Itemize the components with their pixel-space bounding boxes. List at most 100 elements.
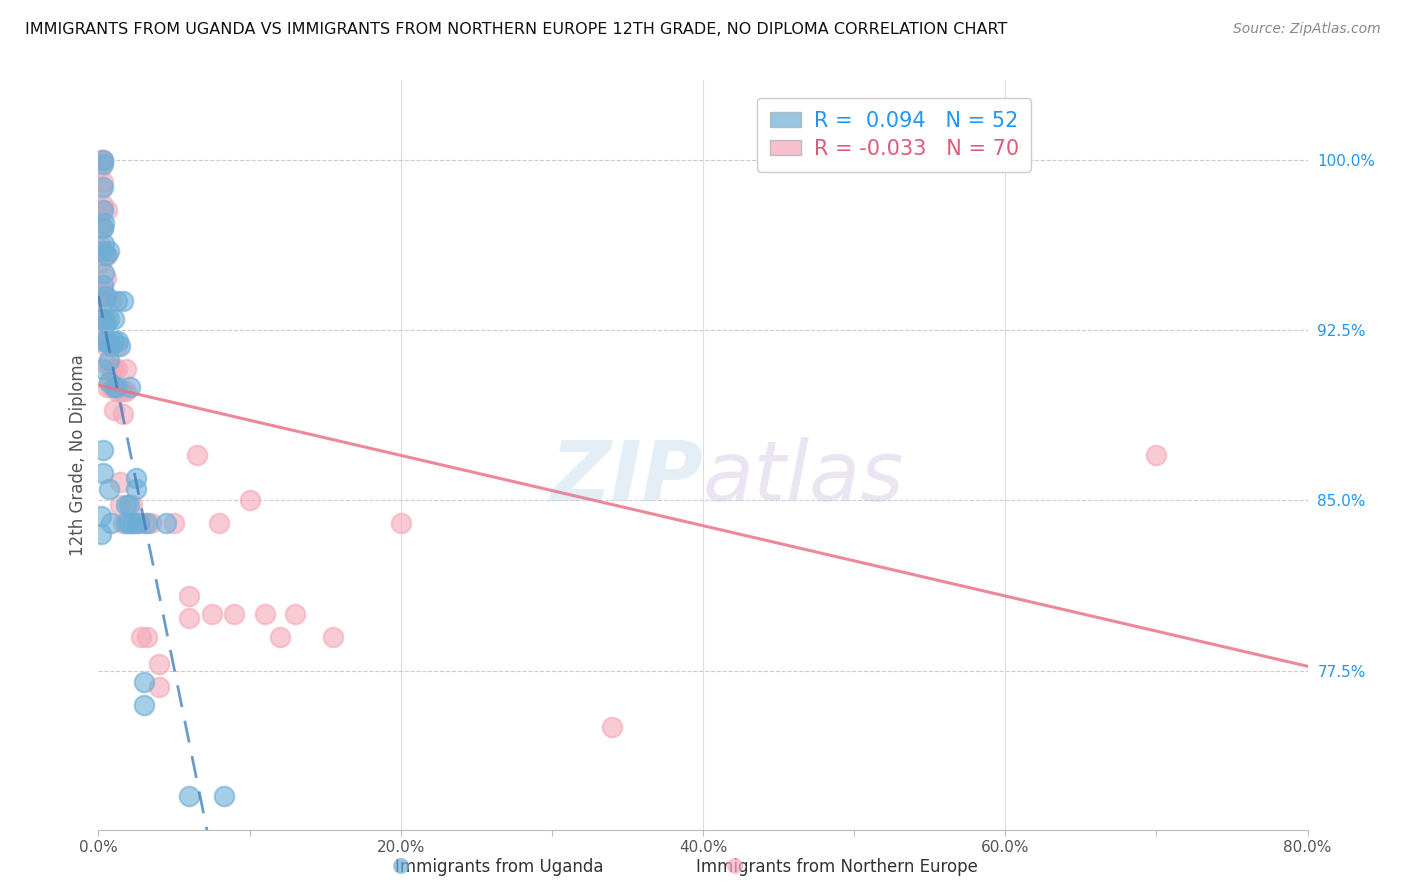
Point xyxy=(125,516,148,530)
Point xyxy=(105,384,128,399)
Text: Immigrants from Northern Europe: Immigrants from Northern Europe xyxy=(696,858,977,876)
Point xyxy=(108,339,131,353)
Text: Source: ZipAtlas.com: Source: ZipAtlas.com xyxy=(1233,22,1381,37)
Point xyxy=(91,180,114,194)
Point xyxy=(135,630,157,644)
Point xyxy=(98,311,121,326)
Point xyxy=(129,630,152,644)
Point xyxy=(111,384,134,399)
Point xyxy=(107,334,129,349)
Point xyxy=(105,339,128,353)
Point xyxy=(103,361,125,376)
Point xyxy=(90,202,112,217)
Point xyxy=(105,380,128,394)
Point xyxy=(91,202,114,217)
Point xyxy=(91,277,114,292)
Text: ●: ● xyxy=(727,855,744,875)
Point xyxy=(90,334,112,349)
Point xyxy=(91,176,114,190)
Point xyxy=(111,293,134,308)
Point xyxy=(155,516,177,530)
Point xyxy=(100,516,122,530)
Point xyxy=(179,611,201,625)
Point xyxy=(98,244,121,258)
Point xyxy=(90,239,112,253)
Point xyxy=(91,443,114,458)
Point xyxy=(128,516,150,530)
Point xyxy=(93,334,115,349)
Text: Immigrants from Uganda: Immigrants from Uganda xyxy=(395,858,603,876)
Point xyxy=(186,448,208,462)
Point xyxy=(120,380,142,394)
Point xyxy=(96,248,118,262)
Point xyxy=(90,182,112,196)
Point xyxy=(114,361,136,376)
Point xyxy=(100,361,122,376)
Point xyxy=(118,516,141,530)
Point xyxy=(93,311,115,326)
Point xyxy=(98,482,121,496)
Point xyxy=(91,157,114,171)
Point xyxy=(93,293,115,308)
Point xyxy=(94,248,117,262)
Point xyxy=(91,220,114,235)
Point xyxy=(91,311,114,326)
Point xyxy=(94,270,117,285)
Point xyxy=(269,630,291,644)
Point xyxy=(94,339,117,353)
Point xyxy=(90,160,112,174)
Point xyxy=(114,516,136,530)
Point xyxy=(132,516,155,530)
Point xyxy=(91,285,114,299)
Point xyxy=(90,311,112,326)
Point xyxy=(90,509,112,524)
Point xyxy=(105,293,128,308)
Point xyxy=(108,498,131,512)
Point xyxy=(91,244,114,258)
Point xyxy=(100,339,122,353)
Point xyxy=(91,311,114,326)
Point xyxy=(103,380,125,394)
Point xyxy=(105,361,128,376)
Point xyxy=(132,675,155,690)
Point xyxy=(602,720,624,734)
Point xyxy=(118,498,141,512)
Point xyxy=(96,334,118,349)
Point xyxy=(322,630,344,644)
Point xyxy=(1144,448,1167,462)
Point xyxy=(121,498,143,512)
Point xyxy=(90,255,112,269)
Point xyxy=(91,466,114,480)
Text: ZIP: ZIP xyxy=(550,437,703,518)
Point xyxy=(284,607,307,621)
Point xyxy=(91,198,114,212)
Point xyxy=(98,352,121,367)
Point xyxy=(114,384,136,399)
Point xyxy=(389,516,412,530)
Point xyxy=(148,657,170,671)
Point xyxy=(111,516,134,530)
Point xyxy=(100,380,122,394)
Point xyxy=(90,527,112,541)
Point xyxy=(93,216,115,230)
Point xyxy=(96,334,118,349)
Point xyxy=(179,589,201,603)
Point xyxy=(91,244,114,258)
Point xyxy=(135,516,157,530)
Point xyxy=(125,470,148,484)
Point xyxy=(253,607,276,621)
Point xyxy=(94,316,117,330)
Legend: R =  0.094   N = 52, R = -0.033   N = 70: R = 0.094 N = 52, R = -0.033 N = 70 xyxy=(758,98,1031,171)
Point xyxy=(100,334,122,349)
Point xyxy=(91,153,114,167)
Point xyxy=(91,220,114,235)
Point xyxy=(91,334,114,349)
Y-axis label: 12th Grade, No Diploma: 12th Grade, No Diploma xyxy=(69,354,87,556)
Point xyxy=(90,153,112,167)
Point xyxy=(98,376,121,390)
Point xyxy=(114,498,136,512)
Point xyxy=(179,789,201,803)
Point xyxy=(103,334,125,349)
Point xyxy=(212,789,235,803)
Point xyxy=(90,220,112,235)
